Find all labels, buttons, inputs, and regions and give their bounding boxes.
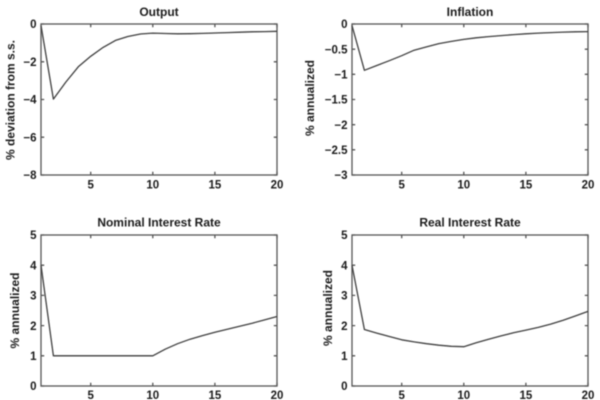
svg-text:2: 2 bbox=[30, 321, 36, 333]
svg-text:5: 5 bbox=[398, 180, 405, 192]
svg-text:1: 1 bbox=[30, 351, 37, 363]
svg-text:5: 5 bbox=[30, 230, 37, 242]
svg-text:−2: −2 bbox=[334, 120, 347, 132]
svg-text:5: 5 bbox=[87, 180, 94, 192]
svg-text:Output: Output bbox=[139, 5, 178, 19]
svg-text:5: 5 bbox=[398, 390, 405, 400]
svg-text:5: 5 bbox=[87, 390, 94, 400]
svg-text:3: 3 bbox=[30, 291, 36, 303]
svg-text:0: 0 bbox=[30, 19, 36, 31]
svg-text:−2: −2 bbox=[23, 57, 36, 69]
svg-text:15: 15 bbox=[520, 180, 533, 192]
svg-text:0: 0 bbox=[341, 19, 347, 31]
svg-text:0: 0 bbox=[30, 381, 36, 393]
svg-text:4: 4 bbox=[30, 260, 37, 272]
svg-text:4: 4 bbox=[341, 260, 348, 272]
svg-text:−1: −1 bbox=[334, 70, 348, 82]
svg-text:10: 10 bbox=[146, 180, 159, 192]
svg-text:15: 15 bbox=[209, 180, 222, 192]
svg-text:Inflation: Inflation bbox=[447, 5, 494, 19]
svg-text:10: 10 bbox=[457, 180, 470, 192]
svg-text:20: 20 bbox=[271, 180, 284, 192]
svg-text:0: 0 bbox=[341, 381, 347, 393]
svg-text:20: 20 bbox=[582, 180, 595, 192]
svg-text:% annualized: % annualized bbox=[303, 60, 317, 136]
svg-text:−4: −4 bbox=[23, 95, 37, 107]
svg-text:−8: −8 bbox=[23, 170, 37, 182]
svg-text:10: 10 bbox=[457, 390, 470, 400]
svg-text:−3: −3 bbox=[334, 170, 347, 182]
svg-text:1: 1 bbox=[341, 351, 348, 363]
svg-text:−2.5: −2.5 bbox=[325, 145, 348, 157]
svg-text:15: 15 bbox=[520, 390, 533, 400]
svg-text:−1.5: −1.5 bbox=[325, 95, 348, 107]
svg-text:5: 5 bbox=[341, 230, 348, 242]
svg-text:Real Interest Rate: Real Interest Rate bbox=[419, 216, 521, 230]
svg-text:15: 15 bbox=[209, 390, 222, 400]
svg-text:10: 10 bbox=[146, 390, 159, 400]
svg-text:% annualized: % annualized bbox=[321, 270, 335, 346]
svg-text:2: 2 bbox=[341, 321, 347, 333]
svg-text:3: 3 bbox=[341, 291, 347, 303]
svg-text:% annualized: % annualized bbox=[8, 272, 22, 348]
svg-text:−6: −6 bbox=[23, 132, 36, 144]
svg-text:% deviation from s.s.: % deviation from s.s. bbox=[4, 40, 18, 160]
svg-text:−0.5: −0.5 bbox=[325, 44, 348, 56]
svg-text:20: 20 bbox=[582, 390, 595, 400]
svg-text:Nominal Interest Rate: Nominal Interest Rate bbox=[97, 216, 221, 230]
svg-text:20: 20 bbox=[271, 390, 284, 400]
